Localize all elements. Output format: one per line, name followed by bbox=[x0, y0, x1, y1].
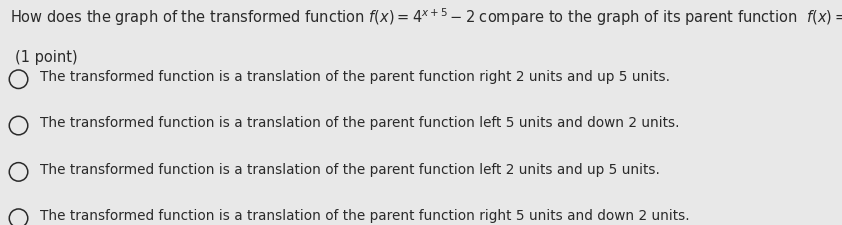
Text: The transformed function is a translation of the parent function left 5 units an: The transformed function is a translatio… bbox=[40, 116, 680, 130]
Text: The transformed function is a translation of the parent function right 5 units a: The transformed function is a translatio… bbox=[40, 208, 690, 222]
Text: How does the graph of the transformed function $f(x) = 4^{x+5} - 2$ compare to t: How does the graph of the transformed fu… bbox=[10, 7, 842, 28]
Text: (1 point): (1 point) bbox=[15, 50, 77, 64]
Text: The transformed function is a translation of the parent function right 2 units a: The transformed function is a translatio… bbox=[40, 70, 670, 84]
Text: The transformed function is a translation of the parent function left 2 units an: The transformed function is a translatio… bbox=[40, 162, 660, 176]
